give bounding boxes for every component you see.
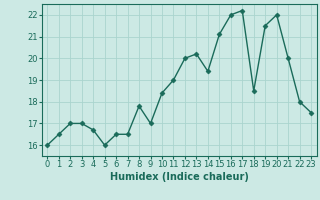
X-axis label: Humidex (Indice chaleur): Humidex (Indice chaleur) (110, 172, 249, 182)
